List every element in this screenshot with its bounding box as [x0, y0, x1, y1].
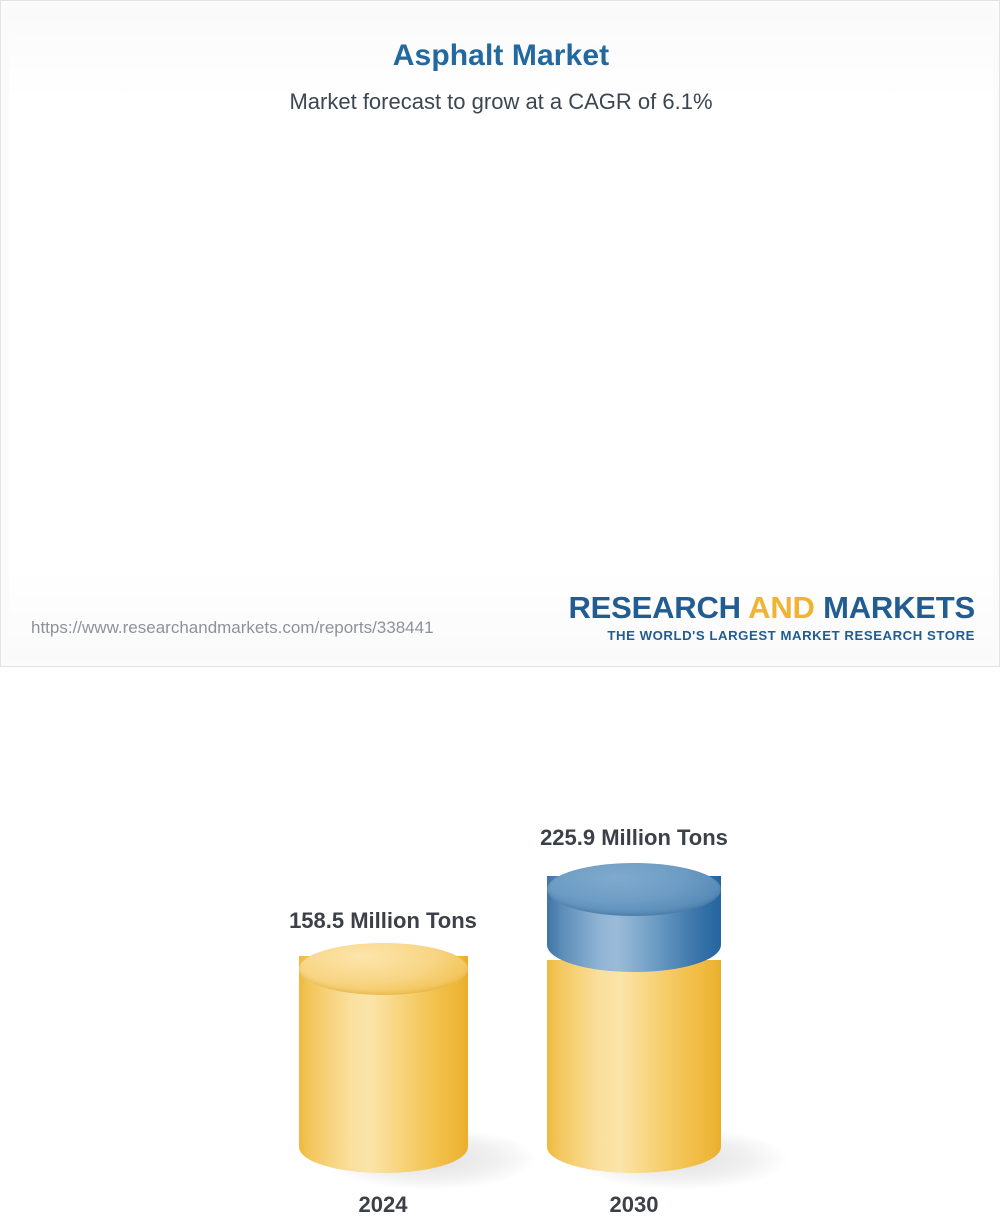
logo-tagline: THE WORLD'S LARGEST MARKET RESEARCH STOR… — [607, 627, 975, 643]
infographic-card: Asphalt Market Market forecast to grow a… — [9, 9, 993, 1217]
cylinder-segment-base-fill-2030 — [547, 960, 721, 1173]
logo-word-and: AND — [748, 589, 815, 625]
page-subtitle: Market forecast to grow at a CAGR of 6.1… — [289, 89, 713, 114]
header: Asphalt Market Market forecast to grow a… — [9, 9, 993, 115]
category-label-2030: 2030 — [609, 1192, 659, 1217]
value-label-2024: 158.5 Million Tons — [289, 908, 477, 933]
logo-word-markets: MARKETS — [814, 589, 975, 625]
cylinder-top-2024 — [299, 943, 468, 995]
report-url-link[interactable]: https://www.researchandmarkets.com/repor… — [31, 618, 434, 637]
page-title: Asphalt Market — [392, 39, 610, 72]
cylinder-top-2030 — [547, 863, 721, 916]
cylinder-bar-chart: 158.5 Million Tons 2024 225.9 Million To… — [9, 9, 993, 1217]
value-label-2030: 225.9 Million Tons — [540, 825, 728, 850]
cylinder-segment-base-2030 — [547, 960, 721, 1173]
research-and-markets-logo[interactable]: RESEARCH AND MARKETS THE WORLD'S LARGEST… — [569, 592, 976, 642]
logo-word-research: RESEARCH — [568, 589, 749, 625]
logo-wordmark: RESEARCH AND MARKETS — [569, 592, 976, 623]
